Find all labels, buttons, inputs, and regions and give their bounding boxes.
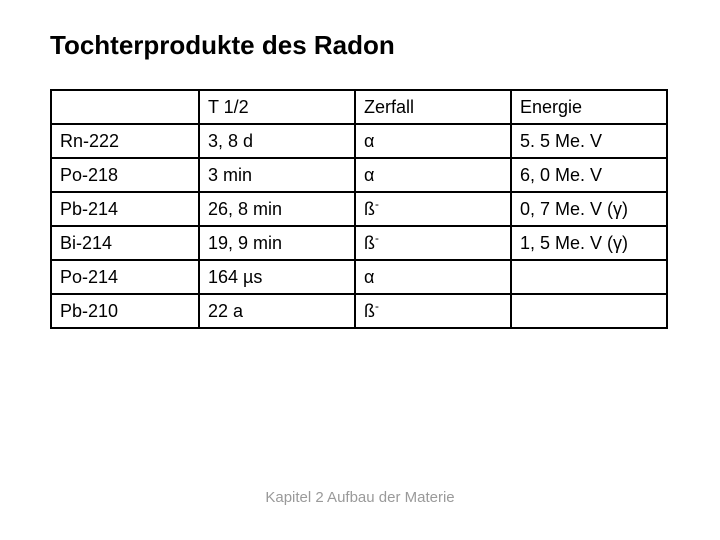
table-row: Pb-214 26, 8 min ß- 0, 7 Me. V (γ) bbox=[51, 192, 667, 226]
cell-isotope: Pb-214 bbox=[51, 192, 199, 226]
cell-energy: 5. 5 Me. V bbox=[511, 124, 667, 158]
cell-halflife: 3 min bbox=[199, 158, 355, 192]
decay-table: T 1/2 Zerfall Energie Rn-222 3, 8 d α 5.… bbox=[50, 89, 668, 329]
cell-energy bbox=[511, 260, 667, 294]
table-row: Pb-210 22 a ß- bbox=[51, 294, 667, 328]
cell-decay: ß- bbox=[355, 226, 511, 260]
col-isotope bbox=[51, 90, 199, 124]
cell-isotope: Pb-210 bbox=[51, 294, 199, 328]
footer-text: Kapitel 2 Aufbau der Materie bbox=[0, 489, 720, 506]
cell-halflife: 19, 9 min bbox=[199, 226, 355, 260]
cell-halflife: 3, 8 d bbox=[199, 124, 355, 158]
cell-isotope: Po-214 bbox=[51, 260, 199, 294]
page-title: Tochterprodukte des Radon bbox=[50, 30, 670, 61]
cell-decay: α bbox=[355, 158, 511, 192]
cell-halflife: 164 µs bbox=[199, 260, 355, 294]
cell-halflife: 26, 8 min bbox=[199, 192, 355, 226]
col-decay: Zerfall bbox=[355, 90, 511, 124]
col-halflife: T 1/2 bbox=[199, 90, 355, 124]
table-row: Po-218 3 min α 6, 0 Me. V bbox=[51, 158, 667, 192]
slide: Tochterprodukte des Radon T 1/2 Zerfall … bbox=[0, 0, 720, 540]
cell-energy: 0, 7 Me. V (γ) bbox=[511, 192, 667, 226]
col-energy: Energie bbox=[511, 90, 667, 124]
cell-decay: ß- bbox=[355, 294, 511, 328]
cell-energy: 6, 0 Me. V bbox=[511, 158, 667, 192]
cell-energy: 1, 5 Me. V (γ) bbox=[511, 226, 667, 260]
cell-isotope: Bi-214 bbox=[51, 226, 199, 260]
cell-decay: α bbox=[355, 260, 511, 294]
cell-decay: ß- bbox=[355, 192, 511, 226]
table-row: Bi-214 19, 9 min ß- 1, 5 Me. V (γ) bbox=[51, 226, 667, 260]
cell-halflife: 22 a bbox=[199, 294, 355, 328]
cell-isotope: Po-218 bbox=[51, 158, 199, 192]
table-row: Po-214 164 µs α bbox=[51, 260, 667, 294]
cell-decay: α bbox=[355, 124, 511, 158]
cell-energy bbox=[511, 294, 667, 328]
table-row: Rn-222 3, 8 d α 5. 5 Me. V bbox=[51, 124, 667, 158]
cell-isotope: Rn-222 bbox=[51, 124, 199, 158]
table-header-row: T 1/2 Zerfall Energie bbox=[51, 90, 667, 124]
